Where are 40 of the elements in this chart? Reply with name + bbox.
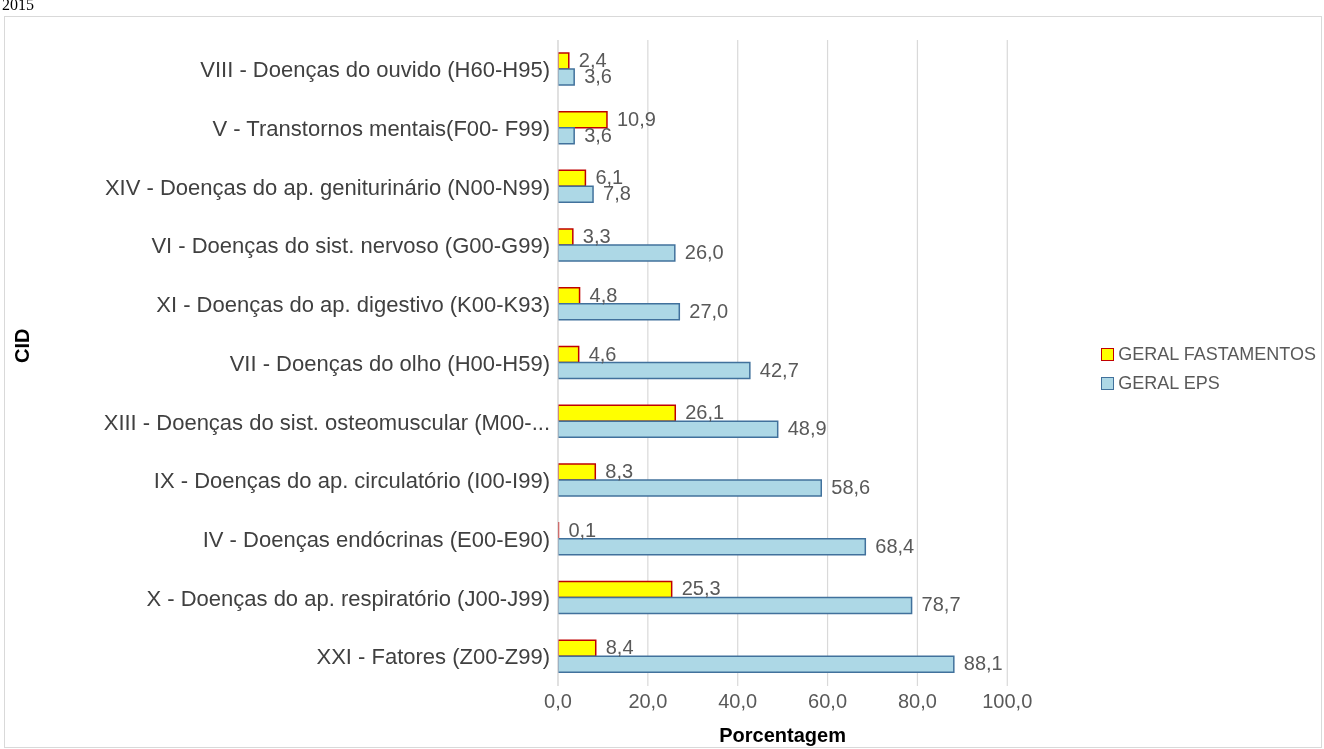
data-label: 42,7 [759,358,799,381]
data-label: 4,8 [589,283,618,306]
data-label: 8,4 [605,636,634,659]
y-tick-label: IV - Doenças endócrinas (E00-E90) [202,526,550,552]
data-label: 8,3 [605,460,634,483]
y-tick-label: XIV - Doenças do ap. geniturinário (N00-N99) [104,174,550,200]
y-tick-label: VII - Doenças do olho (H00-H59) [229,350,550,376]
data-label: 0,1 [568,518,597,541]
data-label: 26,1 [685,401,725,424]
y-tick-label: XI - Doenças do ap. digestivo (K00-K93) [156,292,550,318]
y-tick-label: VIII - Doenças do ouvido (H60-H95) [200,57,550,83]
data-label: 3,6 [584,123,612,146]
data-label: 27,0 [689,299,729,322]
data-label: 25,3 [681,577,721,600]
data-label: 78,7 [921,593,961,616]
data-label: 88,1 [963,652,1003,675]
y-tick-label: XXI - Fatores (Z00-Z99) [316,644,550,670]
data-label: 58,6 [831,476,871,499]
x-tick-label: 0,0 [544,690,572,713]
x-tick-label: 100,0 [982,690,1033,713]
data-label: 3,3 [582,225,611,248]
x-tick-label: 60,0 [808,690,848,713]
y-axis-title: CID [11,328,34,363]
x-tick-label: 40,0 [718,690,758,713]
text: 2015 [2,0,34,14]
legend-label: GERAL EPS [1118,373,1220,394]
data-label: 4,6 [588,342,617,365]
y-tick-label: IX - Doenças do ap. circulatório (I00-I99) [153,468,550,494]
data-label: 26,0 [684,241,724,264]
x-tick-label: 80,0 [897,690,937,713]
y-tick-label: XIII - Doenças do sist. osteomuscular (M00-... [103,409,550,435]
data-label: 48,9 [787,417,827,440]
data-label: 10,9 [616,107,656,130]
x-axis-title: Porcentagem [719,724,846,746]
data-label: 68,4 [875,534,915,557]
legend-label: GERAL FASTAMENTOS [1118,344,1316,365]
y-tick-label: V - Transtornos mentais(F00- F99) [212,115,550,141]
y-tick-label: X - Doenças do ap. respiratório (J00-J99) [146,585,550,611]
y-tick-label: VI - Doenças do sist. nervoso (G00-G99) [151,233,550,259]
x-tick-label: 20,0 [628,690,668,713]
